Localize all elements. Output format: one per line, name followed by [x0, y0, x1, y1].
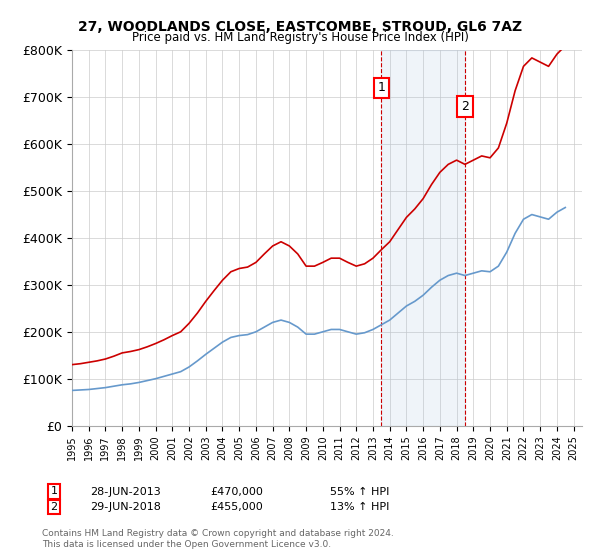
Text: Contains HM Land Registry data © Crown copyright and database right 2024.
This d: Contains HM Land Registry data © Crown c… — [42, 529, 394, 549]
Text: £470,000: £470,000 — [210, 487, 263, 497]
Text: Price paid vs. HM Land Registry's House Price Index (HPI): Price paid vs. HM Land Registry's House … — [131, 31, 469, 44]
Text: £455,000: £455,000 — [210, 502, 263, 512]
Bar — [382, 50, 465, 426]
Text: 29-JUN-2018: 29-JUN-2018 — [90, 502, 161, 512]
Text: 2: 2 — [461, 100, 469, 113]
Text: 13% ↑ HPI: 13% ↑ HPI — [330, 502, 389, 512]
Text: 27, WOODLANDS CLOSE, EASTCOMBE, STROUD, GL6 7AZ: 27, WOODLANDS CLOSE, EASTCOMBE, STROUD, … — [78, 20, 522, 34]
Text: 1: 1 — [377, 81, 385, 95]
Text: 1: 1 — [50, 487, 58, 496]
Text: 55% ↑ HPI: 55% ↑ HPI — [330, 487, 389, 497]
Text: 2: 2 — [50, 502, 58, 512]
Text: 28-JUN-2013: 28-JUN-2013 — [90, 487, 161, 497]
